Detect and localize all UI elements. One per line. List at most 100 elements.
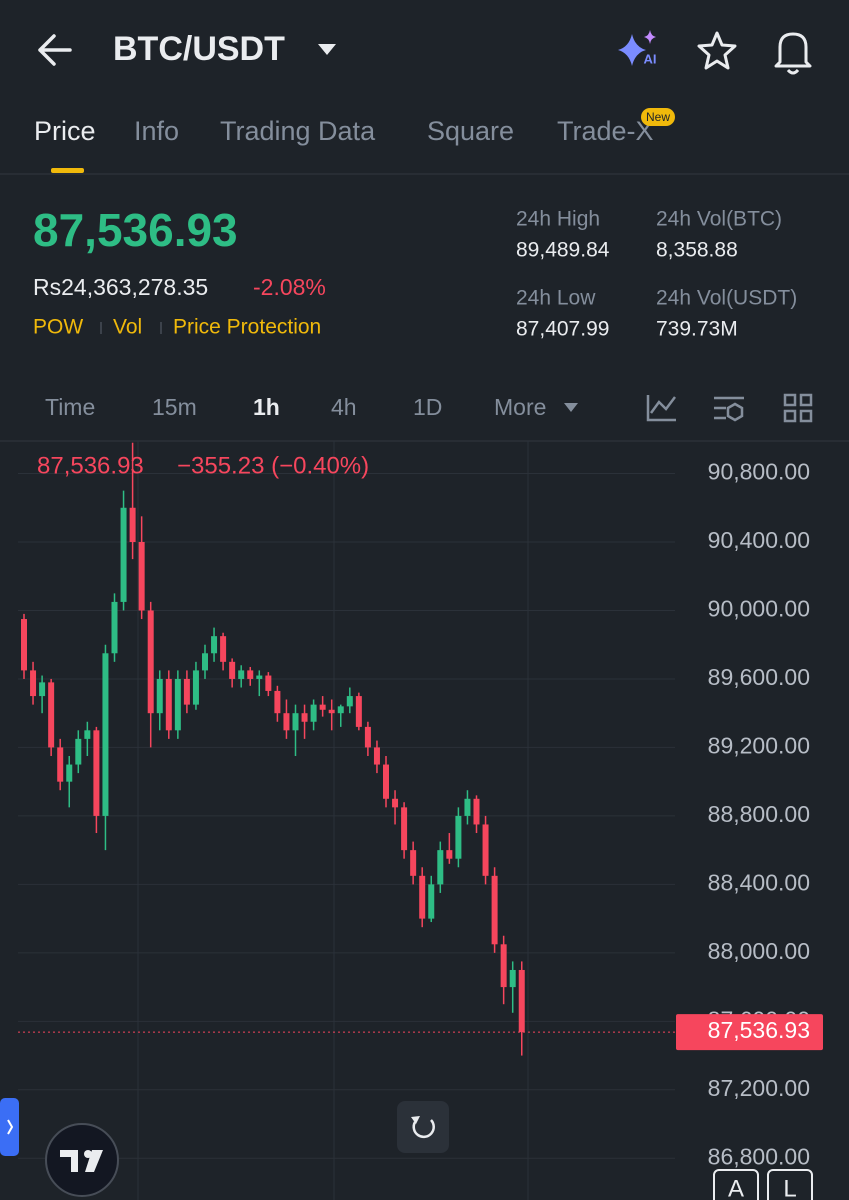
candle-body <box>84 730 91 739</box>
y-tick-label: 88,800.00 <box>708 801 810 827</box>
candle-body <box>156 678 163 714</box>
new-badge <box>641 108 675 126</box>
candle-body <box>491 875 498 945</box>
active-tab-indicator <box>51 168 84 173</box>
interval-option[interactable]: 1h <box>253 394 280 420</box>
interval-option[interactable]: 1D <box>413 394 442 420</box>
candle-body <box>373 747 380 765</box>
back-button[interactable] <box>38 34 72 66</box>
settings-button[interactable] <box>714 396 744 422</box>
reset-chart-button[interactable] <box>397 1101 449 1153</box>
candle-body <box>274 690 281 714</box>
legend-price: 87,536.93 <box>37 452 144 479</box>
tab[interactable]: Info <box>134 116 179 146</box>
candle-body <box>229 661 236 679</box>
stat-label: 24h Low <box>516 287 596 310</box>
tab[interactable]: Price <box>34 116 96 146</box>
grid-cell <box>783 409 797 423</box>
stat-value: 87,407.99 <box>516 318 609 341</box>
stat-label: 24h Vol(USDT) <box>656 287 797 310</box>
layout-button[interactable] <box>783 393 813 423</box>
candle-body <box>337 706 344 714</box>
tab[interactable]: Square <box>427 116 514 146</box>
interval-option[interactable]: Time <box>45 394 95 420</box>
candle-body <box>192 670 199 705</box>
interval-option[interactable]: 15m <box>152 394 197 420</box>
candle-body <box>328 709 335 714</box>
candle-body <box>93 730 100 816</box>
y-tick-label: 90,000.00 <box>708 596 810 622</box>
candle-body <box>473 798 480 825</box>
candle-body <box>238 670 245 679</box>
ai-sparkle <box>618 34 646 66</box>
reset-icon-head <box>411 1116 420 1124</box>
candle-body <box>165 678 172 731</box>
bell-icon <box>774 32 812 68</box>
candle-body <box>57 747 64 782</box>
tag[interactable]: POW <box>33 316 83 339</box>
candle-body <box>509 969 516 988</box>
grid-cell <box>783 393 797 407</box>
tab[interactable]: Trade-X <box>557 116 654 146</box>
scale-button[interactable] <box>713 1169 759 1200</box>
alert-button[interactable] <box>774 32 812 75</box>
candle-body <box>202 653 208 671</box>
interval-option[interactable]: More <box>494 394 546 420</box>
candle-body <box>283 713 290 731</box>
price-change: -2.08% <box>253 274 326 300</box>
ai-button[interactable]: AI <box>618 30 657 66</box>
candle-body <box>174 678 181 731</box>
candle-body <box>518 969 525 1033</box>
candle-body <box>265 675 272 691</box>
candle-body <box>500 944 507 988</box>
tab[interactable]: Trading Data <box>220 116 376 146</box>
candle-body <box>482 824 489 876</box>
interval-option[interactable]: 4h <box>331 394 357 420</box>
candle-body <box>220 636 227 662</box>
candle-body <box>75 738 82 765</box>
candle-body <box>138 542 145 611</box>
more-caret <box>564 403 578 412</box>
candle-body <box>392 798 399 808</box>
tradingview-logo[interactable] <box>45 1123 119 1197</box>
tag[interactable]: Vol <box>113 316 142 339</box>
candle-body <box>66 764 73 782</box>
grid-cell <box>799 409 813 423</box>
candle-body <box>355 696 362 727</box>
candle-body <box>247 670 254 679</box>
scale-button-label: A <box>728 1175 744 1200</box>
pair-caret[interactable] <box>318 44 336 55</box>
y-tick-label: 88,400.00 <box>708 869 810 895</box>
y-tick-label: 87,200.00 <box>708 1075 810 1101</box>
candle-body <box>39 682 46 697</box>
candle-body <box>102 653 109 816</box>
settings-hex <box>726 402 744 422</box>
stat-value: 8,358.88 <box>656 239 738 262</box>
candle-body <box>319 704 326 710</box>
tv-dot <box>84 1150 92 1158</box>
ai-sparkle-small <box>644 30 656 44</box>
candle-body <box>129 507 136 543</box>
candle-body <box>111 601 118 654</box>
candle-body <box>48 682 55 748</box>
candle-body <box>428 884 435 919</box>
y-tick-label: 86,800.00 <box>708 1143 810 1169</box>
candle-body <box>364 726 371 748</box>
y-tick-label: 90,400.00 <box>708 527 810 553</box>
side-drawer-tab[interactable] <box>0 1098 19 1156</box>
indicator-button[interactable] <box>646 395 676 422</box>
y-tick-label: 89,200.00 <box>708 733 810 759</box>
candle-body <box>211 636 218 654</box>
scale-button[interactable] <box>767 1169 813 1200</box>
bell-clapper <box>786 68 800 75</box>
last-price-tag <box>676 1014 823 1051</box>
settings-lines <box>714 396 744 420</box>
ai-label: AI <box>644 51 657 66</box>
candle-body <box>292 713 299 731</box>
pair-title[interactable]: BTC/USDT <box>113 30 285 68</box>
favorite-button[interactable] <box>697 31 737 70</box>
candle-body <box>464 798 471 816</box>
tag[interactable]: Price Protection <box>173 316 321 339</box>
candle-body <box>120 507 127 602</box>
